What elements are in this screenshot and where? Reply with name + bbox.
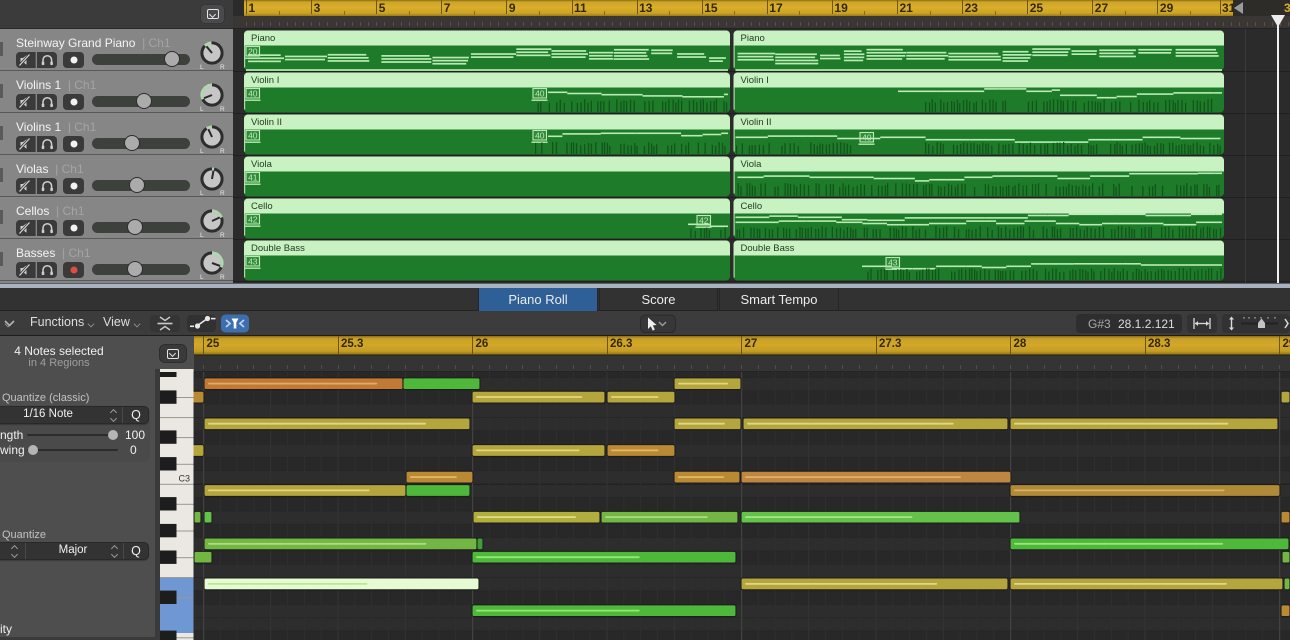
svg-text:Violin I: Violin I bbox=[251, 75, 279, 86]
svg-text:43: 43 bbox=[248, 257, 258, 267]
svg-text:40: 40 bbox=[248, 131, 258, 141]
svg-text:Double Bass: Double Bass bbox=[251, 243, 305, 254]
svg-text:Cello: Cello bbox=[741, 201, 763, 212]
svg-text:Violin II: Violin II bbox=[251, 117, 282, 128]
svg-text:28.1.2.121: 28.1.2.121 bbox=[1118, 317, 1175, 331]
svg-text:Double Bass: Double Bass bbox=[741, 243, 795, 254]
svg-text:G#3: G#3 bbox=[1088, 317, 1111, 331]
svg-text:41: 41 bbox=[248, 173, 258, 183]
svg-text:C3: C3 bbox=[178, 473, 190, 483]
svg-text:Cello: Cello bbox=[251, 201, 273, 212]
svg-text:Viola: Viola bbox=[251, 159, 273, 170]
svg-text:20: 20 bbox=[248, 47, 258, 57]
svg-text:Viola: Viola bbox=[741, 159, 763, 170]
svg-text:40: 40 bbox=[862, 133, 872, 143]
svg-text:42: 42 bbox=[248, 215, 258, 225]
svg-text:Piano: Piano bbox=[741, 33, 765, 44]
svg-text:Violin II: Violin II bbox=[741, 117, 772, 128]
svg-text:Violin I: Violin I bbox=[741, 75, 769, 86]
svg-text:42: 42 bbox=[699, 216, 709, 226]
svg-text:40: 40 bbox=[535, 131, 545, 141]
svg-text:Piano: Piano bbox=[251, 33, 275, 44]
svg-text:40: 40 bbox=[535, 89, 545, 99]
svg-text:43: 43 bbox=[888, 258, 898, 268]
svg-text:40: 40 bbox=[248, 89, 258, 99]
